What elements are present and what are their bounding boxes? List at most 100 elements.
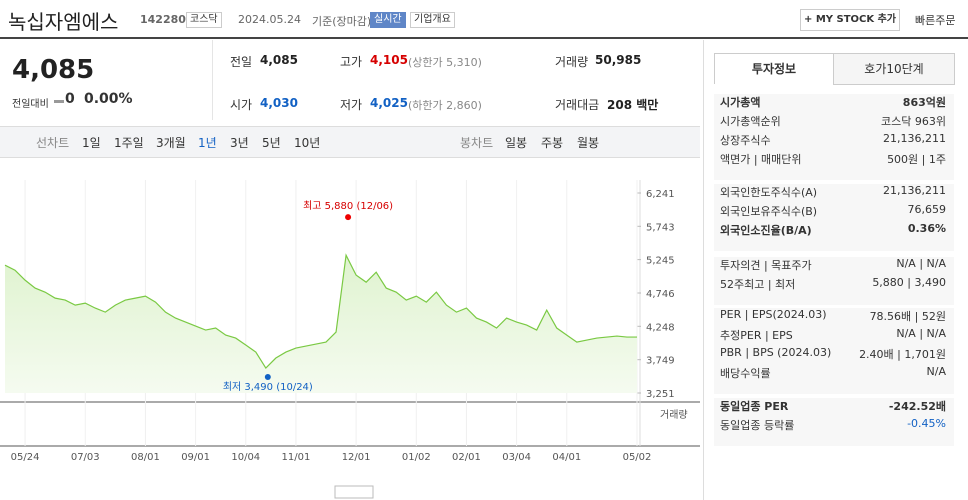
x-tick-label: 12/01 [342, 452, 371, 463]
y-tick-label: 4,746 [646, 289, 675, 300]
summary-value: 4,030 [260, 96, 298, 110]
period-button[interactable]: 1주일 [114, 136, 144, 150]
volume-label: 거래량 [660, 409, 688, 421]
summary-label: 거래량 [555, 55, 589, 69]
info-value: N/A | N/A [896, 327, 946, 340]
info-value: 5,880 | 3,490 [872, 276, 946, 289]
summary-value: 50,985 [595, 53, 642, 67]
flat-icon [54, 100, 64, 103]
x-tick-label: 10/04 [231, 452, 260, 463]
info-value: 코스닥 963위 [881, 115, 946, 128]
stock-code: 142280 [140, 13, 186, 26]
period-bar [0, 126, 700, 158]
quick-order[interactable]: 빠른주문 [915, 14, 956, 27]
x-tick-label: 08/01 [131, 452, 160, 463]
period-button[interactable]: 10년 [294, 136, 321, 150]
x-tick-label: 01/02 [402, 452, 431, 463]
info-value: 0.36% [907, 222, 946, 235]
market-badge: 코스닥 [186, 12, 222, 28]
period-group-label: 봉차트 [460, 136, 494, 150]
y-tick-label: 3,251 [646, 389, 675, 400]
info-value: N/A | N/A [896, 257, 946, 270]
info-value: -0.45% [907, 417, 946, 430]
period-button[interactable]: 월봉 [577, 136, 600, 150]
basis: 기준(장마감) [312, 15, 372, 28]
separator [212, 40, 213, 120]
y-tick-label: 6,241 [646, 189, 675, 200]
low-label: 최저 3,490 (10/24) [223, 381, 313, 393]
y-tick-label: 3,749 [646, 356, 675, 367]
change-label: 전일대비 [12, 99, 49, 110]
info-section [714, 308, 954, 394]
chart: 6,241 5,743 5,245 4,746 4,248 3,749 3,251 05/24… [0, 180, 700, 499]
change-rate: 0.00% [84, 91, 133, 107]
period-button[interactable]: 3년 [230, 136, 249, 150]
current-price: 4,085 [12, 55, 95, 85]
info-panel [703, 40, 968, 500]
info-label: 추정PER | EPS [720, 329, 793, 342]
summary-label: 고가 [340, 55, 363, 69]
company-button[interactable]: 기업개요 [410, 12, 455, 28]
period-button[interactable]: 3개월 [156, 136, 186, 150]
x-tick-label: 03/04 [502, 452, 531, 463]
info-value: 21,136,211 [883, 132, 946, 145]
period-group-label: 선차트 [36, 136, 70, 150]
info-value: 500원 | 1주 [887, 153, 946, 166]
change: 0 [65, 91, 75, 107]
info-label: 시가총액순위 [720, 115, 781, 128]
period-button[interactable]: 1일 [82, 136, 101, 150]
period-button[interactable]: 주봉 [541, 136, 564, 150]
stock-name: 녹십자엠에스 [8, 10, 119, 34]
info-section [714, 257, 954, 305]
info-section [714, 94, 954, 180]
info-label: 52주최고 | 최저 [720, 278, 796, 291]
x-tick-label: 02/01 [452, 452, 481, 463]
info-label: 외국인한도주식수(A) [720, 186, 818, 199]
info-value: 21,136,211 [883, 184, 946, 197]
tab-active[interactable]: 투자정보 [714, 53, 834, 84]
info-value: 2.40배 | 1,701원 [859, 348, 946, 361]
info-value: -242.52배 [888, 400, 946, 413]
info-label: 배당수익률 [720, 367, 771, 380]
y-tick-label: 4,248 [646, 322, 675, 333]
summary-value: 4,105 [370, 53, 408, 67]
info-label: 시가총액 [720, 96, 761, 109]
info-value: 863억원 [902, 96, 946, 109]
x-tick-label: 11/01 [282, 452, 311, 463]
line [4, 253, 637, 370]
y-tick-label: 5,245 [646, 256, 675, 267]
tab[interactable]: 호가10단계 [833, 53, 955, 85]
collapse-button[interactable] [334, 485, 374, 499]
summary-value: 4,085 [260, 53, 298, 67]
period-button[interactable]: 일봉 [505, 136, 528, 150]
realtime-badge[interactable]: 실시간 [370, 12, 406, 28]
x-tick-label: 05/02 [623, 452, 652, 463]
x-tick-label: 04/01 [552, 452, 581, 463]
high-label: 최고 5,880 (12/06) [303, 200, 393, 212]
info-section [714, 398, 954, 446]
area [5, 255, 637, 393]
low-marker [264, 374, 271, 381]
period-button[interactable]: 5년 [262, 136, 281, 150]
info-label: PBR | BPS (2024.03) [720, 346, 832, 359]
info-label: PER | EPS(2024.03) [720, 308, 827, 321]
x-tick-label: 09/01 [181, 452, 210, 463]
period-button[interactable]: 1년 [198, 136, 217, 150]
summary-label: 거래대금 [555, 98, 600, 112]
summary-note: (하한가 2,860) [408, 99, 482, 112]
info-value: N/A [926, 365, 946, 378]
info-label: 동일업종 등락률 [720, 419, 795, 432]
high-marker [345, 214, 352, 221]
info-label: 액면가 | 매매단위 [720, 153, 802, 166]
summary-label: 시가 [230, 98, 253, 112]
summary-value: 4,025 [370, 96, 408, 110]
x-tick-label: 07/03 [71, 452, 100, 463]
info-label: 외국인보유주식수(B) [720, 205, 818, 218]
info-label: 상장주식수 [720, 134, 771, 147]
info-value: 78.56배 | 52원 [869, 310, 946, 323]
info-section [714, 184, 954, 251]
divider [0, 37, 968, 39]
y-tick-label: 5,743 [646, 222, 675, 233]
mystock-button[interactable]: + MY STOCK 추가 [800, 9, 900, 31]
